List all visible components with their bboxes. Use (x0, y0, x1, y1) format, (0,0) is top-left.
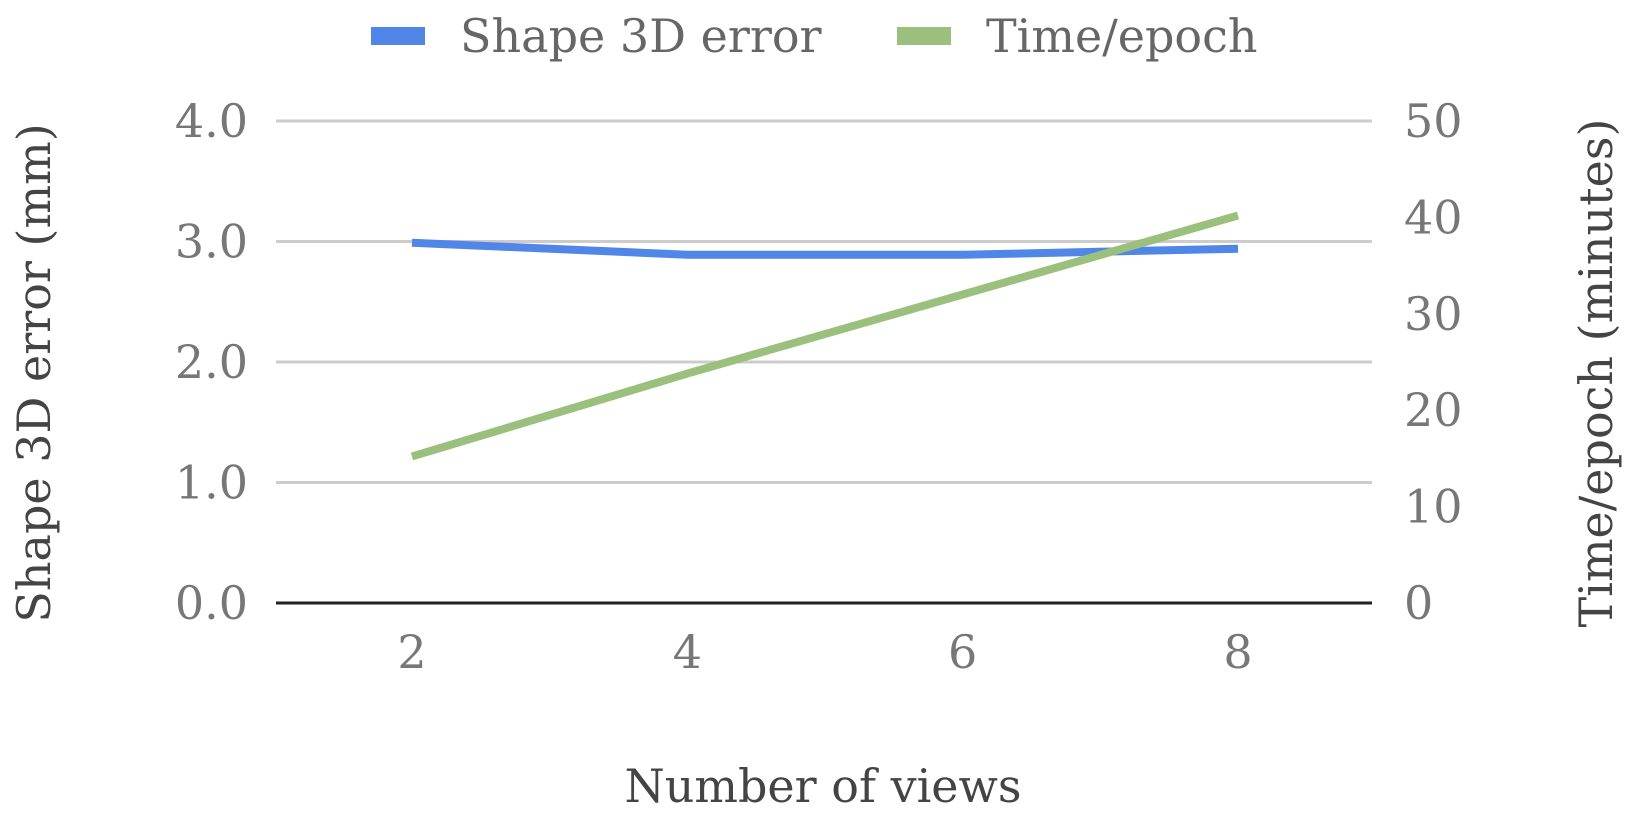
y-right-tick-label: 40 (1404, 190, 1463, 244)
gridlines (276, 119, 1372, 605)
legend: Shape 3D error Time/epoch (371, 9, 1258, 63)
y-right-tick-label: 10 (1404, 480, 1463, 534)
x-tick-label: 2 (397, 625, 426, 679)
x-tick-label: 6 (948, 625, 977, 679)
legend-label: Time/epoch (986, 9, 1258, 63)
y-right-tick-label: 20 (1404, 383, 1463, 437)
y-left-tick-labels: 0.0 1.0 2.0 3.0 4.0 (175, 94, 248, 630)
y-left-axis-title: Shape 3D error (mm) (7, 123, 61, 622)
y-left-tick-label: 3.0 (175, 215, 248, 269)
y-left-tick-label: 2.0 (175, 335, 248, 389)
y-right-axis-title: Time/epoch (minutes) (1569, 119, 1623, 628)
y-left-tick-label: 1.0 (175, 456, 248, 510)
y-right-tick-label: 50 (1404, 94, 1463, 148)
y-right-tick-labels: 0 10 20 30 40 50 (1404, 94, 1463, 630)
y-right-tick-label: 30 (1404, 287, 1463, 341)
y-left-tick-label: 4.0 (175, 94, 248, 148)
x-tick-label: 8 (1223, 625, 1252, 679)
series-line-time-epoch (410, 211, 1240, 461)
y-left-tick-label: 0.0 (175, 576, 248, 630)
legend-label: Shape 3D error (460, 9, 822, 63)
x-tick-labels: 2 4 6 8 (397, 625, 1252, 679)
x-axis-title: Number of views (624, 759, 1021, 813)
legend-swatch (371, 27, 425, 45)
legend-swatch (897, 27, 951, 45)
x-tick-label: 4 (673, 625, 702, 679)
series-lines (410, 211, 1240, 461)
y-right-tick-label: 0 (1404, 576, 1433, 630)
